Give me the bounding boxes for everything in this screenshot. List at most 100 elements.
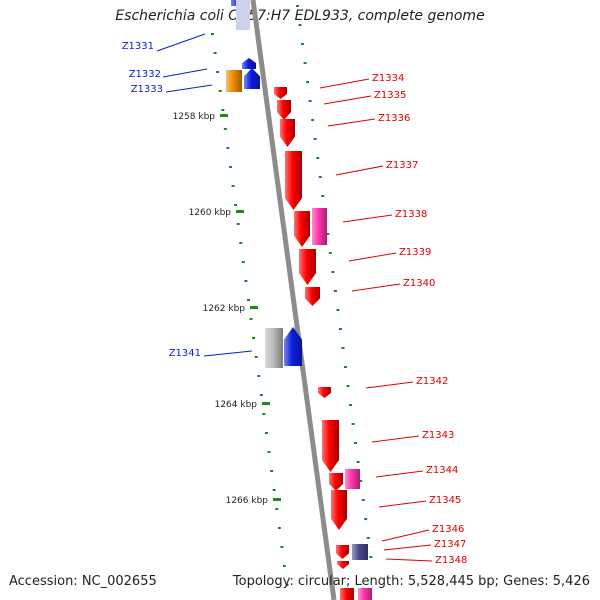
leader-line	[351, 283, 401, 292]
tick-mark-right	[318, 176, 322, 178]
gene-Z1340	[305, 287, 320, 306]
leader-line	[383, 544, 432, 551]
tick-mark-right	[336, 309, 340, 311]
genome-title: Escherichia coli O157:H7 EDL933, complet…	[115, 8, 485, 24]
gene-Z1331-light	[236, 0, 250, 30]
tick-mark-right	[364, 518, 368, 520]
scale-major-tick	[220, 114, 228, 117]
tick-mark-right	[316, 157, 320, 159]
tick-mark-right	[301, 43, 305, 45]
tick-mark-left	[244, 280, 248, 282]
tick-mark-right	[369, 556, 373, 558]
tick-mark-left	[249, 318, 253, 320]
scale-major-tick	[273, 498, 281, 501]
leader-line	[165, 84, 213, 93]
gene-label-Z1343: Z1343	[422, 430, 454, 441]
tick-mark-right	[346, 385, 350, 387]
tick-mark-right	[326, 233, 330, 235]
tick-mark-left	[272, 489, 276, 491]
tick-mark-left	[234, 204, 238, 206]
tick-mark-left	[239, 242, 243, 244]
gene-Z1339	[299, 249, 316, 285]
scale-label: 1258 kbp	[173, 112, 216, 122]
gene-label-Z1341: Z1341	[169, 348, 201, 359]
tick-mark-right	[331, 271, 335, 273]
gene-label-Z1337: Z1337	[386, 160, 418, 171]
tick-mark-left	[267, 451, 271, 453]
scale-label: 1262 kbp	[203, 304, 246, 314]
gene-label-Z1333: Z1333	[131, 84, 163, 95]
tick-mark-left	[211, 33, 214, 35]
leader-line	[371, 435, 420, 443]
accession-label: Accession: NC_002655	[9, 574, 157, 589]
leader-line	[327, 118, 376, 127]
gene-label-Z1345: Z1345	[429, 495, 461, 506]
leader-line	[375, 470, 424, 478]
tick-mark-left	[223, 128, 227, 130]
tick-mark-right	[308, 100, 312, 102]
tick-mark-right	[298, 24, 302, 26]
leader-line	[385, 558, 433, 562]
tick-mark-right	[311, 119, 315, 121]
gene-Z1345	[331, 490, 347, 530]
leader-line	[378, 500, 427, 508]
tick-mark-left	[262, 413, 266, 415]
tick-mark-right	[338, 328, 342, 330]
gene-label-Z1331: Z1331	[122, 41, 154, 52]
leader-line	[335, 165, 384, 176]
leader-line	[323, 95, 372, 105]
gene-Z1344-pair	[345, 469, 360, 489]
genome-backbone	[250, 0, 337, 600]
tick-mark-right	[306, 81, 310, 83]
gene-label-Z1342: Z1342	[416, 376, 448, 387]
leader-line	[365, 381, 414, 389]
tick-mark-left	[216, 71, 220, 73]
tick-mark-left	[270, 470, 274, 472]
leader-line	[348, 252, 397, 262]
topology-label: Topology: circular; Length: 5,528,445 bp…	[232, 574, 590, 589]
tick-mark-right	[354, 442, 358, 444]
tick-mark-left	[246, 299, 250, 301]
tick-mark-left	[259, 394, 263, 396]
tick-mark-left	[218, 90, 222, 92]
tick-mark-right	[333, 290, 337, 292]
tick-mark-left	[231, 185, 235, 187]
tick-mark-right	[351, 423, 355, 425]
scale-major-tick	[236, 210, 244, 213]
scale-label: 1260 kbp	[189, 208, 232, 218]
tick-mark-left	[264, 432, 268, 434]
gene-next-pink	[358, 588, 372, 600]
scale-major-tick	[250, 306, 258, 309]
tick-mark-left	[275, 508, 279, 510]
gene-label-Z1338: Z1338	[395, 209, 427, 220]
leader-line	[156, 33, 206, 52]
gene-label-Z1346: Z1346	[432, 524, 464, 535]
tick-mark-left	[228, 166, 232, 168]
gene-Z1341	[284, 327, 302, 366]
leader-line	[381, 529, 430, 542]
tick-mark-left	[277, 527, 281, 529]
tick-mark-right	[359, 480, 363, 482]
leader-line	[319, 78, 370, 89]
gene-Z1346	[336, 545, 349, 559]
gene-label-Z1334: Z1334	[372, 73, 404, 84]
gene-Z1336	[280, 119, 295, 147]
tick-mark-left	[236, 223, 240, 225]
gene-Z1343	[322, 420, 339, 472]
tick-mark-left	[282, 565, 286, 567]
gene-Z1338-pair	[312, 208, 327, 245]
tick-mark-right	[361, 499, 365, 501]
gene-Z1333	[244, 68, 260, 89]
scale-major-tick	[262, 402, 270, 405]
leader-line	[203, 350, 253, 357]
gene-Z1347	[352, 544, 368, 560]
tick-mark-right	[344, 366, 348, 368]
scale-label: 1266 kbp	[226, 496, 269, 506]
tick-mark-right	[366, 537, 370, 539]
gene-Z1338	[294, 211, 310, 247]
tick-mark-right	[349, 404, 353, 406]
gene-label-Z1348: Z1348	[435, 555, 467, 566]
tick-mark-right	[356, 461, 360, 463]
gene-Z1333-top	[242, 58, 256, 69]
